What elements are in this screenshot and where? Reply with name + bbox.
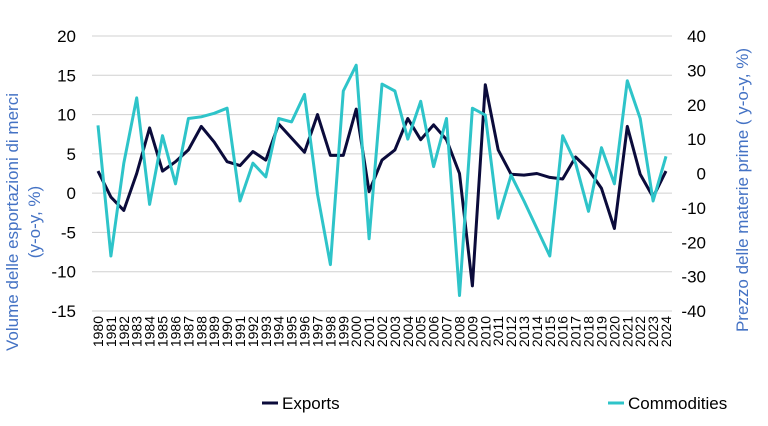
right-tick-label: 0 bbox=[697, 165, 706, 184]
x-tick-label: 2017 bbox=[568, 316, 584, 347]
x-tick-label: 1990 bbox=[219, 316, 235, 347]
x-tick-label: 2001 bbox=[361, 316, 377, 347]
x-tick-label: 2008 bbox=[451, 316, 467, 347]
x-tick-label: 1999 bbox=[335, 316, 351, 347]
x-tick-label: 2003 bbox=[387, 316, 403, 347]
x-tick-label: 2018 bbox=[581, 316, 597, 347]
left-tick-label: 0 bbox=[67, 184, 76, 203]
x-tick-label: 2005 bbox=[413, 316, 429, 347]
x-tick-label: 2002 bbox=[374, 316, 390, 347]
x-tick-label: 1986 bbox=[167, 316, 183, 347]
x-tick-label: 1993 bbox=[258, 316, 274, 347]
x-tick-label: 2011 bbox=[490, 316, 506, 346]
x-tick-label: 2021 bbox=[619, 316, 635, 347]
x-tick-label: 2023 bbox=[645, 316, 661, 347]
x-tick-label: 2022 bbox=[632, 316, 648, 347]
x-tick-label: 1997 bbox=[309, 316, 325, 347]
left-tick-label: 10 bbox=[57, 106, 76, 125]
x-tick-label: 2013 bbox=[516, 316, 532, 347]
left-tick-label: -15 bbox=[51, 302, 76, 321]
right-axis-ticks: 40 30 20 10 0 -10 -20 -30 -40 bbox=[681, 27, 706, 321]
left-tick-label: 5 bbox=[67, 145, 76, 164]
x-tick-label: 1998 bbox=[322, 316, 338, 347]
series-line-exports bbox=[96, 83, 668, 288]
right-tick-label: 20 bbox=[687, 96, 706, 115]
right-axis-title: Prezzo delle materie prime ( y-o-y, %) bbox=[733, 48, 752, 332]
x-tick-label: 1991 bbox=[232, 316, 248, 347]
x-tick-label: 2012 bbox=[503, 316, 519, 347]
x-tick-label: 2024 bbox=[658, 316, 674, 347]
left-axis-title: Volume delle esportazioni di merci (y-o-y… bbox=[3, 93, 44, 351]
series-line-commodities bbox=[96, 63, 668, 297]
x-tick-label: 2009 bbox=[464, 316, 480, 347]
gridlines bbox=[92, 35, 672, 312]
x-tick-label: 1989 bbox=[206, 316, 222, 347]
left-tick-label: -5 bbox=[61, 223, 76, 242]
x-tick-label: 1985 bbox=[155, 316, 171, 347]
right-tick-label: -20 bbox=[681, 233, 706, 252]
x-tick-label: 2016 bbox=[555, 316, 571, 347]
x-tick-label: 2000 bbox=[348, 316, 364, 347]
x-tick-label: 1987 bbox=[180, 316, 196, 347]
left-tick-label: -10 bbox=[51, 263, 76, 282]
legend: Exports Commodities bbox=[262, 394, 727, 413]
legend-label-commodities: Commodities bbox=[628, 394, 727, 413]
x-tick-label: 2004 bbox=[400, 316, 416, 347]
x-tick-label: 2007 bbox=[439, 316, 455, 347]
right-tick-label: -30 bbox=[681, 268, 706, 287]
x-tick-label: 1992 bbox=[245, 316, 261, 347]
x-tick-label: 2015 bbox=[542, 316, 558, 347]
x-tick-label: 2010 bbox=[477, 316, 493, 347]
right-tick-label: 30 bbox=[687, 61, 706, 80]
x-tick-label: 2020 bbox=[606, 316, 622, 347]
right-tick-label: 40 bbox=[687, 27, 706, 46]
left-axis-ticks: 20 15 10 5 0 -5 -10 -15 bbox=[51, 27, 76, 321]
x-tick-label: 1995 bbox=[284, 316, 300, 347]
right-tick-label: -10 bbox=[681, 199, 706, 218]
x-tick-label: 2019 bbox=[593, 316, 609, 347]
x-tick-label: 1994 bbox=[271, 316, 287, 347]
x-tick-label: 1984 bbox=[142, 316, 158, 347]
x-tick-label: 1983 bbox=[129, 316, 145, 347]
x-tick-label: 1980 bbox=[90, 316, 106, 347]
right-tick-label: -40 bbox=[681, 302, 706, 321]
legend-label-exports: Exports bbox=[282, 394, 340, 413]
x-tick-label: 1988 bbox=[193, 316, 209, 347]
left-tick-label: 15 bbox=[57, 66, 76, 85]
x-axis-ticks: 1980198119821983198419851986198719881989… bbox=[90, 316, 674, 347]
series-lines bbox=[96, 63, 668, 297]
x-tick-label: 1981 bbox=[103, 316, 119, 347]
x-tick-label: 1982 bbox=[116, 316, 132, 347]
left-tick-label: 20 bbox=[57, 27, 76, 46]
x-tick-label: 2006 bbox=[426, 316, 442, 347]
x-tick-label: 1996 bbox=[297, 316, 313, 347]
x-tick-label: 2014 bbox=[529, 316, 545, 347]
right-tick-label: 10 bbox=[687, 130, 706, 149]
